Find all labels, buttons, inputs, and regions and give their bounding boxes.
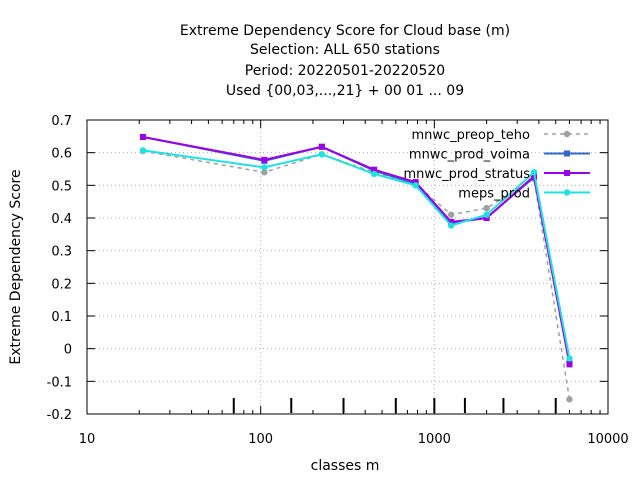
data-point-mnwc_prod_stratus	[318, 143, 325, 150]
data-point-mnwc_prod_stratus	[261, 156, 268, 163]
title-line-4: Used {00,03,...,21} + 00 01 ... 09	[226, 83, 464, 99]
y-tick-label: 0.5	[51, 179, 72, 194]
y-axis-label: Extreme Dependency Score	[8, 169, 24, 364]
legend: mnwc_preop_teho mnwc_prod_voima mnwc_prod_…	[404, 128, 590, 202]
plot-frame	[86, 119, 609, 415]
x-tick-label: 100	[248, 432, 273, 447]
legend-marker-mnwc_preop_teho	[563, 130, 571, 138]
data-point-meps_prod	[370, 170, 378, 178]
x-tick-label: 1000	[418, 432, 451, 447]
data-point-mnwc_prod_stratus	[139, 133, 146, 140]
title-line-1: Extreme Dependency Score for Cloud base …	[180, 23, 510, 39]
data-point-meps_prod	[412, 182, 419, 189]
legend-label-meps_prod: meps_prod	[458, 187, 530, 202]
data-point-meps_prod	[261, 164, 268, 171]
data-point-mnwc_prod_stratus	[412, 179, 419, 186]
data-point-mnwc_preop_teho	[566, 396, 573, 403]
data-point-meps_prod	[139, 147, 147, 154]
title-line-3: Period: 20220501-20220520	[245, 63, 445, 79]
y-tick-label: 0.6	[51, 147, 72, 162]
data-point-mnwc_prod_stratus	[371, 166, 378, 173]
title-line-2: Selection: ALL 650 stations	[250, 42, 440, 58]
legend-marker-meps_prod	[563, 189, 571, 196]
legend-label-mnwc_prod_voima: mnwc_prod_voima	[409, 148, 530, 163]
y-tick-label: -0.2	[47, 408, 72, 423]
data-point-meps_prod	[566, 355, 573, 362]
y-tick-label: 0.2	[51, 277, 72, 292]
data-point-mnwc_preop_teho	[261, 169, 268, 176]
data-point-mnwc_prod_stratus	[483, 215, 490, 221]
data-point-meps_prod	[447, 222, 455, 229]
data-point-mnwc_preop_teho	[447, 211, 455, 218]
data-series	[139, 133, 573, 403]
data-point-meps_prod	[530, 169, 538, 176]
y-tick-label: 0.7	[51, 114, 72, 129]
legend-label-mnwc_preop_teho: mnwc_preop_teho	[412, 128, 531, 143]
y-tick-label: 0.3	[51, 245, 72, 260]
legend-label-mnwc_prod_stratus: mnwc_prod_stratus	[404, 167, 531, 182]
y-tick-label: 0	[64, 343, 72, 358]
class-markers	[232, 398, 557, 413]
chart-title: Extreme Dependency Score for Cloud base …	[180, 23, 510, 99]
x-tick-label: 10000	[587, 432, 628, 447]
y-tick-label: 0.4	[51, 212, 72, 227]
data-point-meps_prod	[483, 211, 490, 218]
data-point-mnwc_preop_teho	[483, 205, 490, 212]
x-tick-label: 10	[79, 432, 96, 447]
x-axis-label: classes m	[311, 458, 380, 474]
data-point-mnwc_prod_stratus	[448, 218, 455, 225]
grid-lines	[87, 120, 608, 414]
legend-marker-mnwc_prod_voima	[564, 150, 570, 157]
y-tick-label: -0.1	[47, 375, 72, 390]
y-tick-label: 0.1	[51, 310, 72, 325]
data-point-mnwc_prod_stratus	[566, 361, 573, 368]
y-axis-ticks: -0.2 -0.1 0 0.1 0.2 0.3 0.4 0.5 0.6 0.7	[47, 114, 608, 423]
data-point-meps_prod	[318, 151, 326, 158]
legend-marker-mnwc_prod_stratus	[564, 170, 570, 176]
